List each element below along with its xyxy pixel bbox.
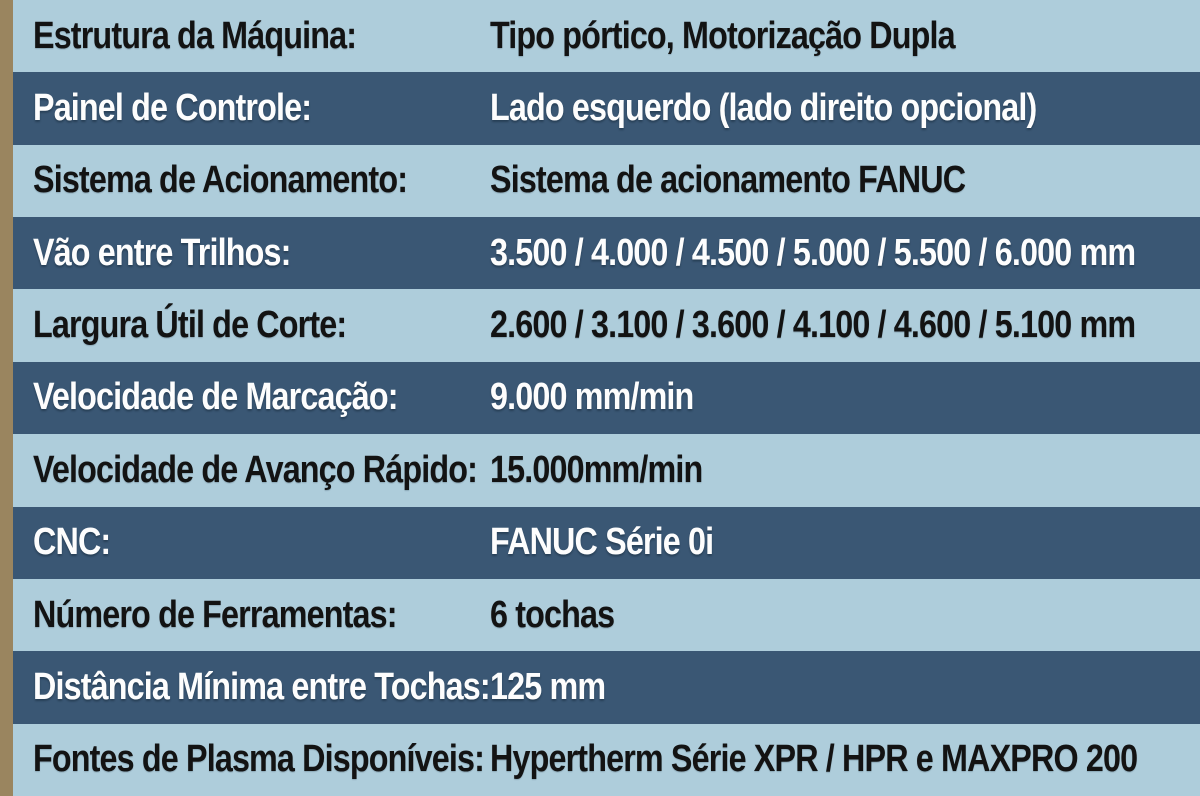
spec-value: 3.500 / 4.000 / 4.500 / 5.000 / 5.500 / … — [490, 231, 1136, 274]
spec-label: Fontes de Plasma Disponíveis: — [33, 738, 485, 781]
spec-value: 9.000 mm/min — [490, 376, 694, 419]
spec-label: Painel de Controle: — [33, 87, 312, 130]
table-row: Estrutura da Máquina: Tipo pórtico, Moto… — [13, 0, 1200, 73]
spec-label: Vão entre Trilhos: — [33, 231, 291, 274]
spec-label: Velocidade de Avanço Rápido: — [33, 448, 478, 491]
spec-label: Sistema de Acionamento: — [33, 159, 408, 202]
spec-table: Estrutura da Máquina: Tipo pórtico, Moto… — [13, 0, 1200, 796]
table-row: Distância Mínima entre Tochas: 125 mm — [13, 651, 1200, 724]
spec-value: 15.000mm/min — [490, 448, 703, 491]
spec-value: 125 mm — [490, 665, 606, 708]
spec-value: Hypertherm Série XPR / HPR e MAXPRO 200 — [490, 738, 1138, 781]
spec-value: FANUC Série 0i — [490, 521, 714, 564]
spec-label: Estrutura da Máquina: — [33, 14, 357, 57]
table-row: Número de Ferramentas: 6 tochas — [13, 578, 1200, 652]
table-row: Velocidade de Avanço Rápido: 15.000mm/mi… — [13, 434, 1200, 507]
spec-label: Largura Útil de Corte: — [33, 304, 347, 347]
left-accent-stripe — [0, 0, 13, 796]
table-row: Largura Útil de Corte: 2.600 / 3.100 / 3… — [13, 289, 1200, 362]
table-row: CNC: FANUC Série 0i — [13, 506, 1200, 579]
spec-value: Lado esquerdo (lado direito opcional) — [490, 87, 1037, 130]
spec-label: Número de Ferramentas: — [33, 593, 397, 636]
table-row: Painel de Controle: Lado esquerdo (lado … — [13, 72, 1200, 145]
spec-value: 6 tochas — [490, 593, 615, 636]
spec-value: Tipo pórtico, Motorização Dupla — [490, 14, 956, 57]
table-row: Fontes de Plasma Disponíveis: Hypertherm… — [13, 723, 1200, 796]
spec-value: Sistema de acionamento FANUC — [490, 159, 966, 202]
table-row: Vão entre Trilhos: 3.500 / 4.000 / 4.500… — [13, 217, 1200, 290]
table-row: Velocidade de Marcação: 9.000 mm/min — [13, 361, 1200, 435]
spec-label: CNC: — [33, 521, 111, 564]
table-row: Sistema de Acionamento: Sistema de acion… — [13, 144, 1200, 218]
spec-label: Velocidade de Marcação: — [33, 376, 398, 419]
spec-label: Distância Mínima entre Tochas: — [33, 665, 491, 708]
spec-value: 2.600 / 3.100 / 3.600 / 4.100 / 4.600 / … — [490, 304, 1136, 347]
